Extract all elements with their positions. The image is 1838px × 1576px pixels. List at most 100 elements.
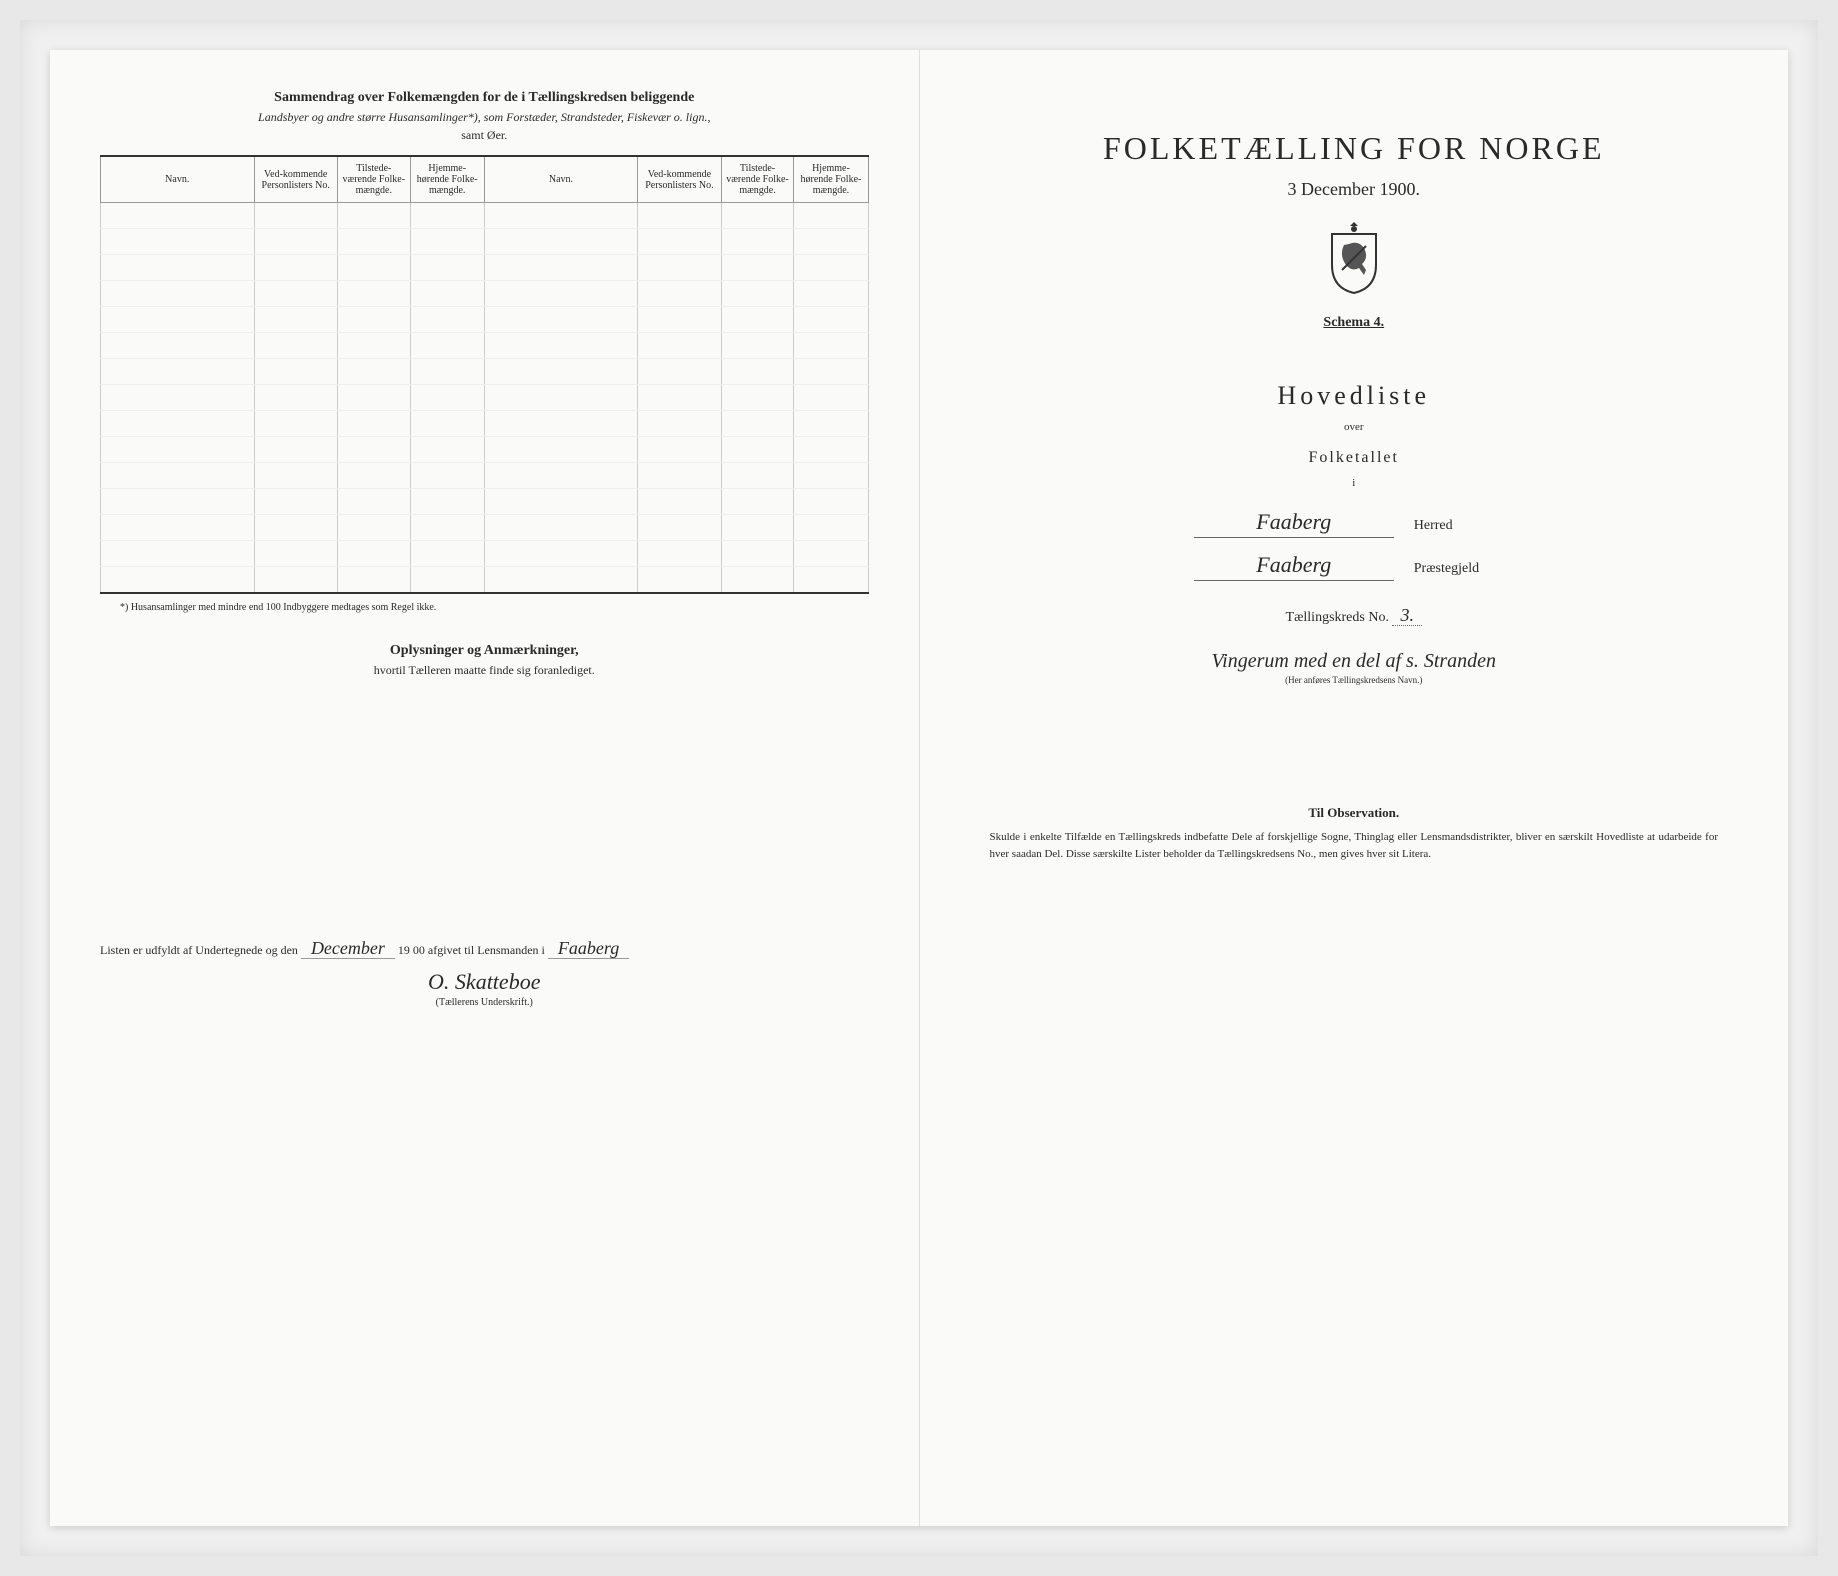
table-cell bbox=[410, 567, 484, 593]
table-cell bbox=[638, 229, 721, 255]
table-cell bbox=[721, 541, 794, 567]
table-cell bbox=[337, 411, 410, 437]
table-cell bbox=[721, 359, 794, 385]
table-row bbox=[101, 541, 869, 567]
table-cell bbox=[794, 489, 868, 515]
kreds-label: Tællingskreds No. bbox=[1286, 610, 1389, 625]
table-cell bbox=[254, 411, 337, 437]
table-cell bbox=[721, 567, 794, 593]
table-cell bbox=[101, 567, 255, 593]
praestegjeld-value: Faaberg bbox=[1194, 552, 1394, 581]
table-cell bbox=[410, 255, 484, 281]
summary-table-body bbox=[101, 203, 869, 593]
table-cell bbox=[337, 437, 410, 463]
table-cell bbox=[101, 385, 255, 411]
table-cell bbox=[484, 385, 638, 411]
table-row bbox=[101, 411, 869, 437]
col-vedkommende-1: Ved-kommende Personlisters No. bbox=[254, 156, 337, 203]
table-row bbox=[101, 515, 869, 541]
col-navn-1: Navn. bbox=[101, 156, 255, 203]
table-cell bbox=[721, 333, 794, 359]
table-cell bbox=[410, 463, 484, 489]
signature-label: (Tællerens Underskrift.) bbox=[100, 997, 869, 1008]
col-navn-2: Navn. bbox=[484, 156, 638, 203]
listen-year: 19 00 bbox=[398, 943, 425, 957]
table-cell bbox=[337, 515, 410, 541]
table-cell bbox=[484, 307, 638, 333]
left-page: Sammendrag over Folkemængden for de i Tæ… bbox=[50, 50, 920, 1526]
table-cell bbox=[794, 541, 868, 567]
table-cell bbox=[794, 281, 868, 307]
table-row bbox=[101, 489, 869, 515]
listen-prefix: Listen er udfyldt af Undertegnede og den bbox=[100, 943, 298, 957]
table-cell bbox=[638, 567, 721, 593]
table-row bbox=[101, 359, 869, 385]
table-cell bbox=[638, 255, 721, 281]
table-cell bbox=[254, 541, 337, 567]
table-cell bbox=[410, 281, 484, 307]
table-cell bbox=[337, 229, 410, 255]
table-cell bbox=[254, 359, 337, 385]
table-cell bbox=[638, 411, 721, 437]
table-cell bbox=[101, 359, 255, 385]
praestegjeld-row: Faaberg Præstegjeld bbox=[970, 552, 1739, 581]
summary-title: Sammendrag over Folkemængden for de i Tæ… bbox=[100, 90, 869, 106]
over-label: over bbox=[970, 421, 1739, 433]
table-cell bbox=[337, 489, 410, 515]
table-cell bbox=[254, 463, 337, 489]
summary-subtitle: Landsbyer og andre større Husansamlinger… bbox=[100, 110, 869, 125]
table-cell bbox=[337, 203, 410, 229]
table-cell bbox=[337, 255, 410, 281]
table-cell bbox=[254, 281, 337, 307]
listen-line: Listen er udfyldt af Undertegnede og den… bbox=[100, 938, 869, 959]
col-hjemme-2: Hjemme-hørende Folke-mængde. bbox=[794, 156, 868, 203]
table-cell bbox=[254, 229, 337, 255]
table-cell bbox=[638, 437, 721, 463]
table-row bbox=[101, 307, 869, 333]
table-cell bbox=[484, 333, 638, 359]
table-cell bbox=[638, 489, 721, 515]
table-cell bbox=[721, 229, 794, 255]
table-cell bbox=[638, 333, 721, 359]
table-cell bbox=[254, 567, 337, 593]
table-cell bbox=[794, 359, 868, 385]
table-cell bbox=[721, 437, 794, 463]
table-cell bbox=[794, 463, 868, 489]
table-row bbox=[101, 333, 869, 359]
table-cell bbox=[484, 567, 638, 593]
date-line: 3 December 1900. bbox=[970, 179, 1739, 200]
table-cell bbox=[337, 463, 410, 489]
table-cell bbox=[794, 307, 868, 333]
table-cell bbox=[101, 307, 255, 333]
table-cell bbox=[794, 437, 868, 463]
observation-title: Til Observation. bbox=[970, 805, 1739, 821]
herred-row: Faaberg Herred bbox=[970, 509, 1739, 538]
table-cell bbox=[721, 203, 794, 229]
table-cell bbox=[721, 411, 794, 437]
table-cell bbox=[794, 255, 868, 281]
col-hjemme-1: Hjemme-hørende Folke-mængde. bbox=[410, 156, 484, 203]
table-cell bbox=[638, 463, 721, 489]
praestegjeld-label: Præstegjeld bbox=[1414, 561, 1514, 577]
summary-table: Navn. Ved-kommende Personlisters No. Til… bbox=[100, 155, 869, 594]
table-cell bbox=[101, 463, 255, 489]
table-row bbox=[101, 385, 869, 411]
table-cell bbox=[254, 307, 337, 333]
table-cell bbox=[721, 385, 794, 411]
table-cell bbox=[101, 437, 255, 463]
table-cell bbox=[721, 307, 794, 333]
table-cell bbox=[254, 515, 337, 541]
main-title: FOLKETÆLLING FOR NORGE bbox=[970, 130, 1739, 167]
table-cell bbox=[721, 515, 794, 541]
table-cell bbox=[484, 229, 638, 255]
table-cell bbox=[254, 203, 337, 229]
table-cell bbox=[410, 385, 484, 411]
i-label: i bbox=[970, 477, 1739, 489]
table-cell bbox=[254, 437, 337, 463]
table-cell bbox=[794, 411, 868, 437]
table-cell bbox=[410, 307, 484, 333]
table-cell bbox=[794, 567, 868, 593]
listen-place: Faaberg bbox=[548, 938, 629, 959]
table-cell bbox=[101, 541, 255, 567]
table-cell bbox=[484, 437, 638, 463]
